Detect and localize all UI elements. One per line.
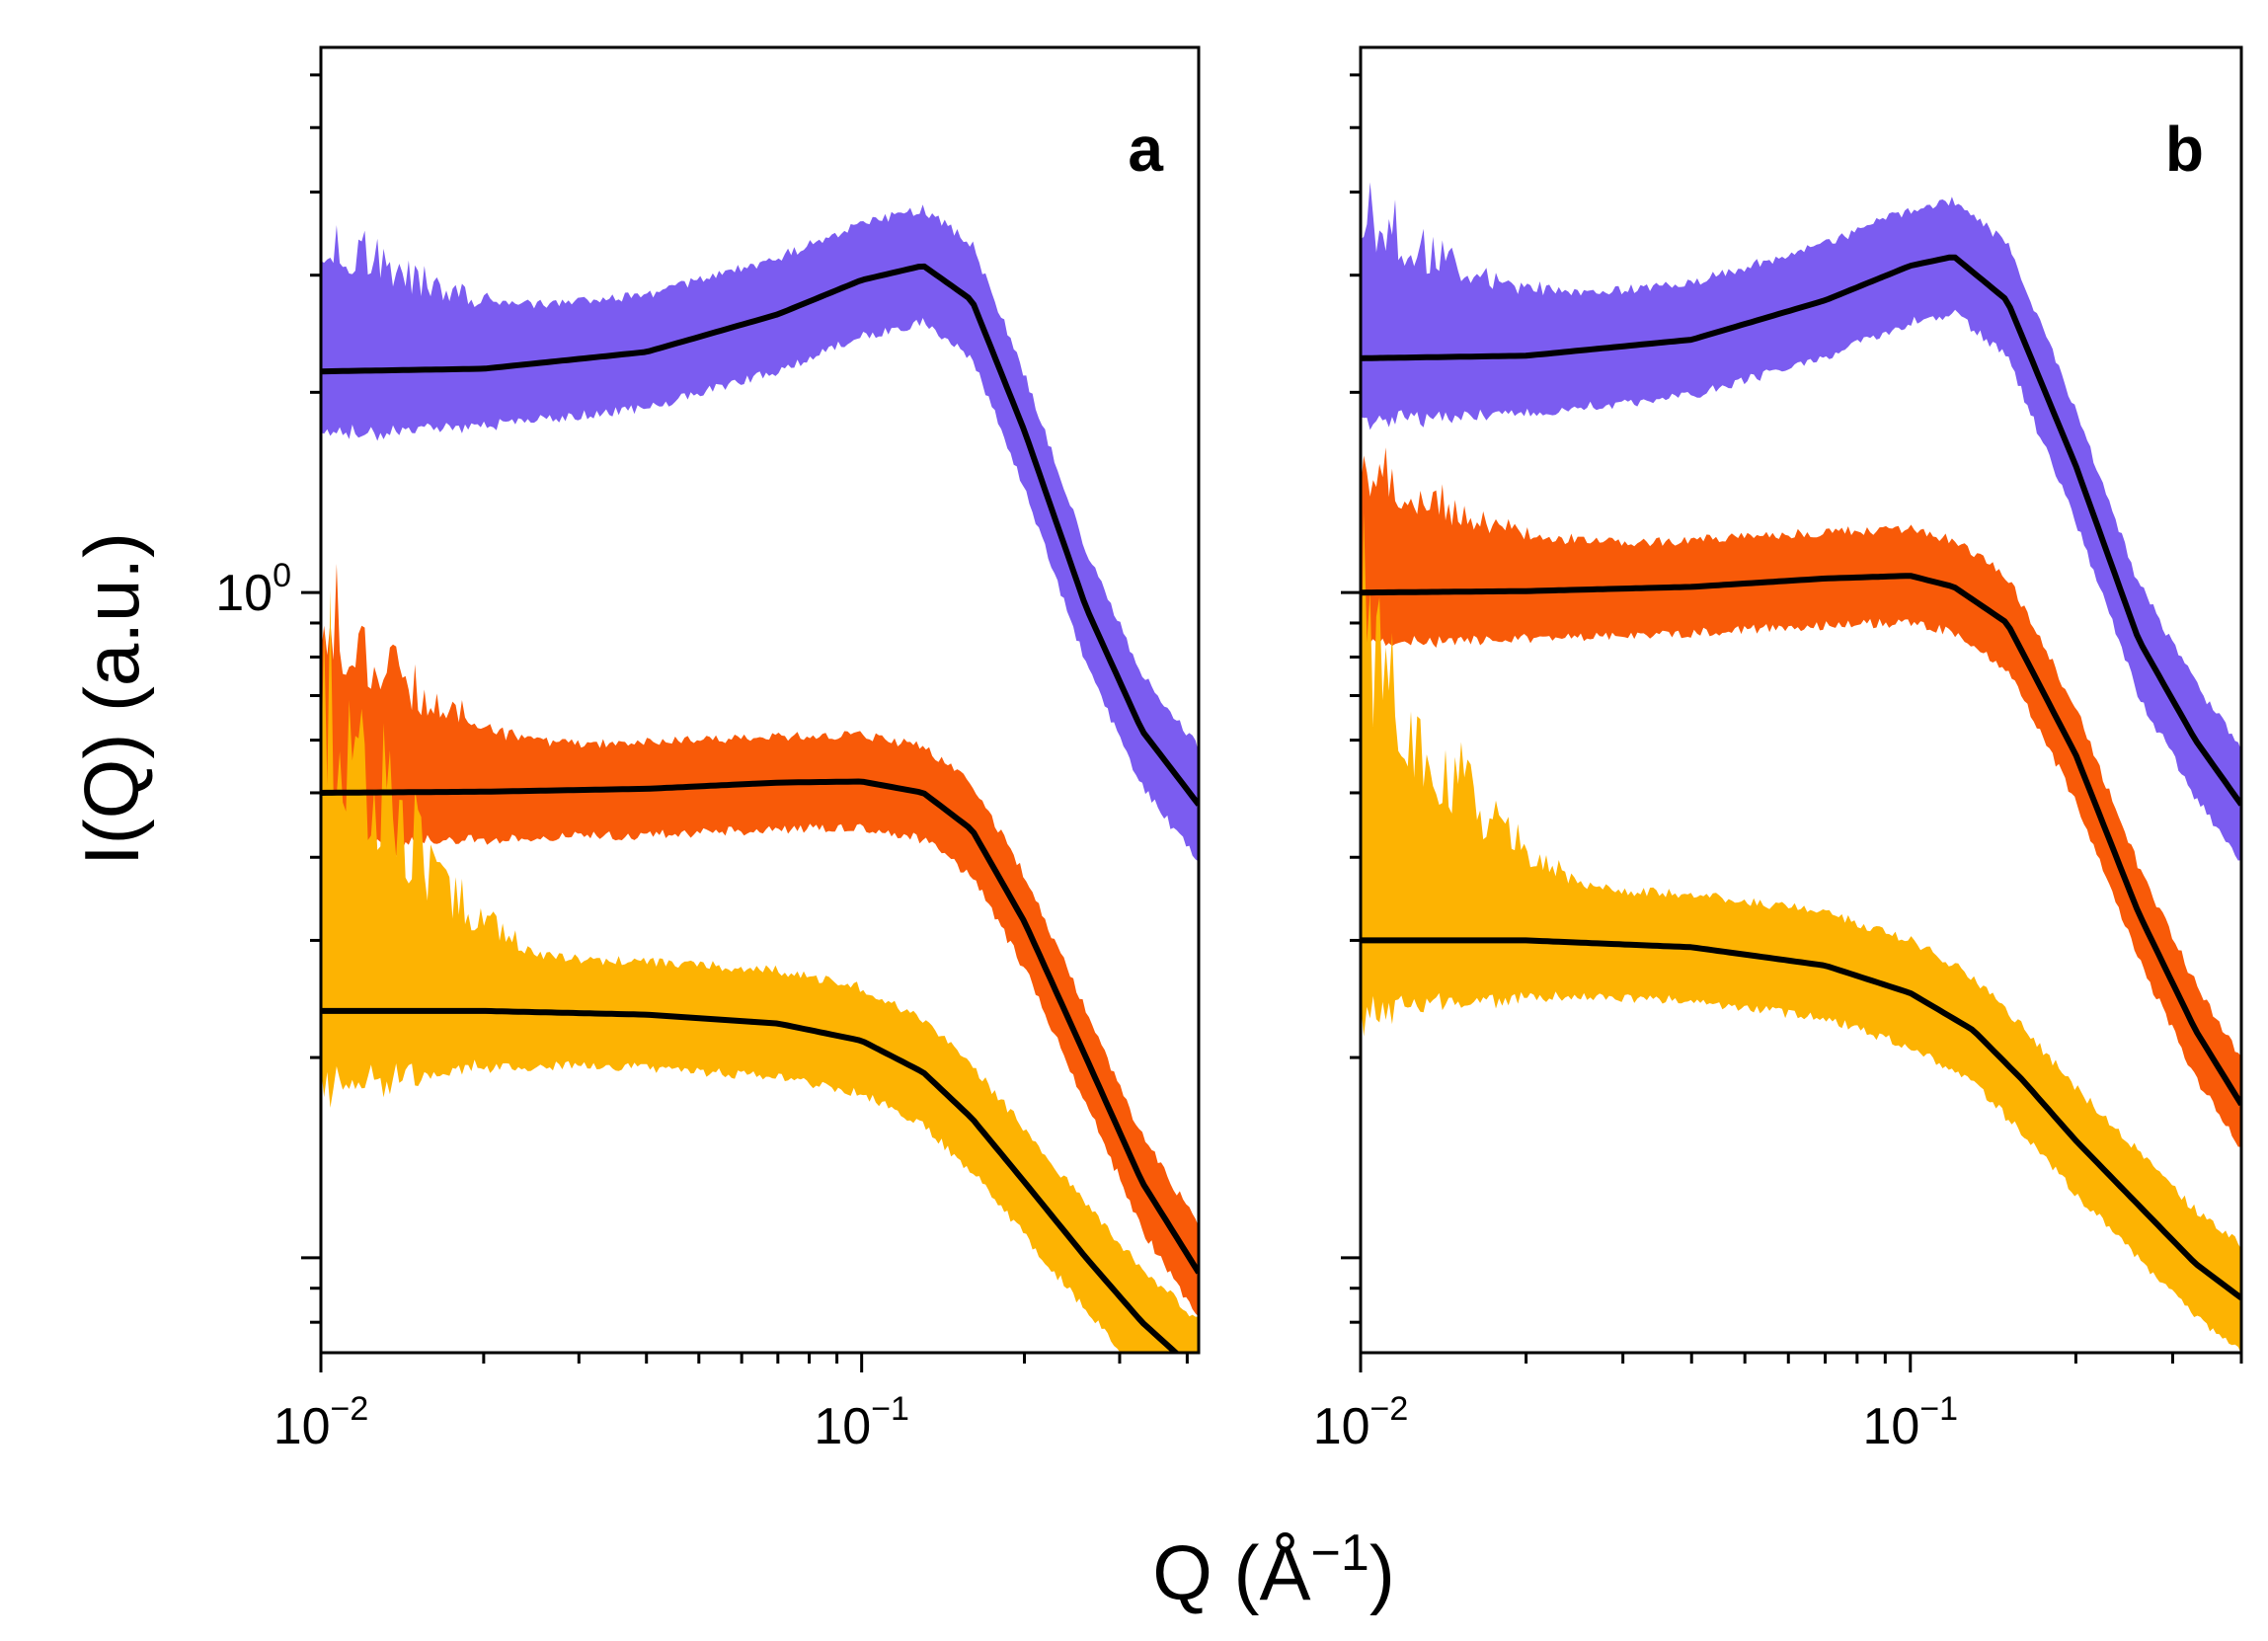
panel-a-data-bands bbox=[321, 204, 1199, 1353]
x-tick-label: 10−1 bbox=[814, 1390, 909, 1455]
x-tick-label-exp: −1 bbox=[1919, 1390, 1958, 1428]
panel-a-axes bbox=[301, 45, 1201, 1372]
x-axis-label: Q (Å−1) bbox=[1152, 1524, 1395, 1616]
data-band-purple bbox=[1361, 182, 2241, 861]
x-tick-label-exp: −1 bbox=[871, 1390, 909, 1428]
panel-b: 10−2 10−1 b bbox=[1313, 45, 2243, 1455]
x-axis-label-close: ) bbox=[1369, 1529, 1395, 1616]
panel-b-letter: b bbox=[2165, 114, 2204, 185]
panel-b-axes bbox=[1341, 45, 2243, 1372]
x-tick-label-base: 10 bbox=[274, 1398, 331, 1455]
data-band-purple bbox=[321, 204, 1199, 862]
x-tick-label-base: 10 bbox=[1862, 1398, 1919, 1455]
y-axis-label: I(Q) (a.u.) bbox=[68, 532, 155, 866]
fit-curve-purple bbox=[321, 263, 1199, 807]
x-tick-label: 10−1 bbox=[1862, 1390, 1958, 1455]
plot-frame bbox=[319, 45, 1201, 1355]
y-tick-label: 100 bbox=[215, 557, 291, 622]
fit-curve-orange bbox=[321, 778, 1199, 1275]
data-band-orange bbox=[1361, 447, 2241, 1147]
y-tick-label-base: 10 bbox=[215, 565, 273, 622]
x-tick-label-base: 10 bbox=[1313, 1398, 1370, 1455]
panel-a-letter: a bbox=[1128, 114, 1163, 185]
y-tick-label-exp: 0 bbox=[273, 557, 291, 594]
fit-curve-yellow bbox=[321, 1007, 1181, 1353]
x-axis-label-main: Q (Å bbox=[1152, 1529, 1310, 1616]
data-band-orange bbox=[321, 564, 1199, 1317]
x-axis-label-sup: −1 bbox=[1311, 1524, 1369, 1582]
x-tick-label: 10−2 bbox=[274, 1390, 369, 1455]
x-tick-label-exp: −2 bbox=[331, 1390, 369, 1428]
x-tick-label: 10−2 bbox=[1313, 1390, 1409, 1455]
fit-curve-orange bbox=[1361, 573, 2241, 1107]
x-tick-label-base: 10 bbox=[814, 1398, 871, 1455]
plot-frame bbox=[1359, 45, 2243, 1355]
data-band-yellow bbox=[321, 589, 1199, 1353]
fit-curve-purple bbox=[1361, 254, 2241, 807]
fit-curve-yellow bbox=[1361, 937, 2241, 1301]
panel-b-fit-curves bbox=[1361, 254, 2241, 1301]
panel-b-tick-labels: 10−2 10−1 bbox=[1313, 1390, 1958, 1455]
panel-a-fit-curves bbox=[321, 263, 1199, 1353]
data-band-yellow bbox=[1361, 512, 2241, 1353]
x-tick-label-exp: −2 bbox=[1370, 1390, 1409, 1428]
